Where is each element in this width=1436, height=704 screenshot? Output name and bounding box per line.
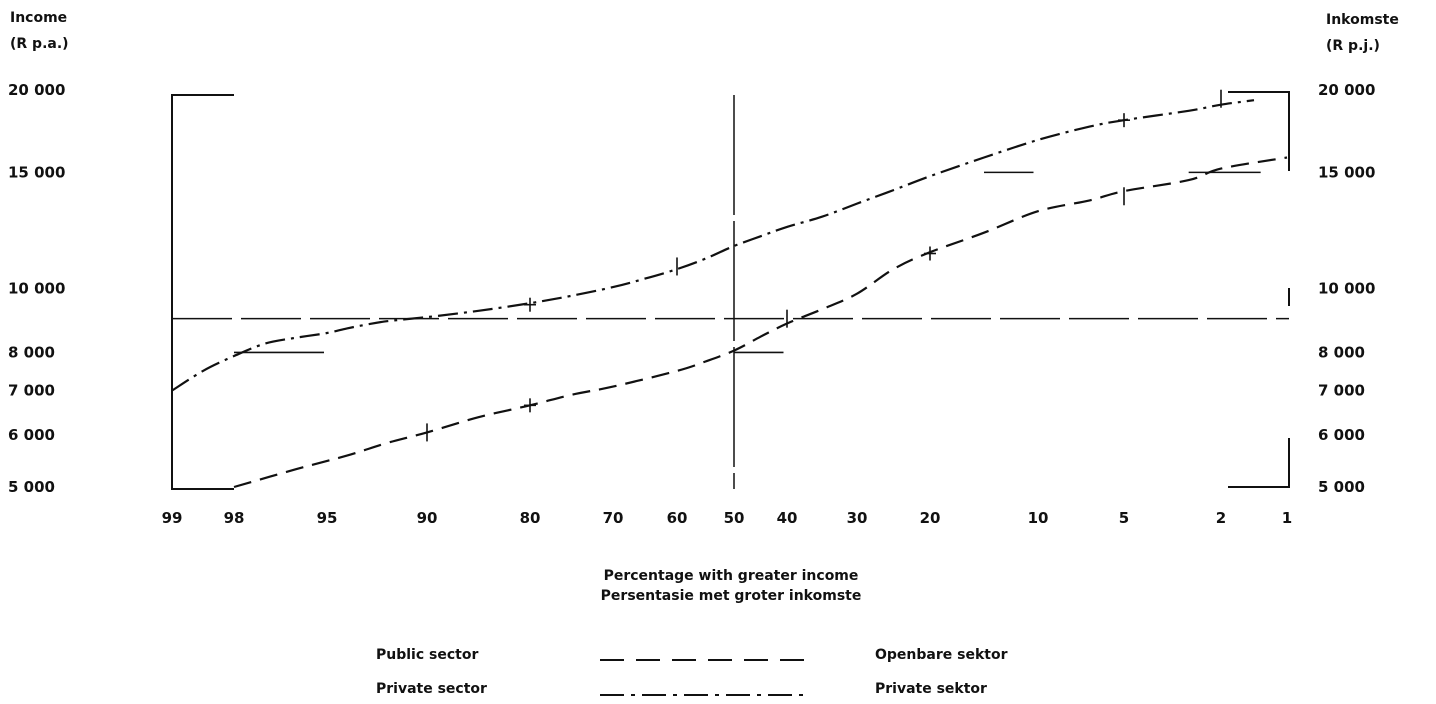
left-axis-title: Income (R p.a.) (10, 10, 69, 52)
y-tick-label-left: 6 000 (8, 426, 55, 444)
x-tick-label: 10 (1028, 509, 1049, 527)
x-tick-label: 20 (920, 509, 941, 527)
x-axis-title-line-1: Percentage with greater income (604, 568, 859, 584)
series-line-public-sector (233, 156, 1288, 489)
x-tick-label: 99 (162, 509, 183, 527)
right-axis-title: Inkomste (R p.j.) (1326, 12, 1399, 54)
left-axis-title-line-1: Income (10, 10, 67, 26)
y-tick-label-right: 10 000 (1318, 280, 1375, 298)
x-tick-label: 40 (777, 509, 798, 527)
marker-layer (234, 89, 1261, 442)
right-frame-bracket-top (1228, 91, 1290, 171)
left-y-tick-labels: 5 000 6 000 7 000 8 000 10 000 15 000 20 000 (8, 81, 65, 496)
x-tick-label: 80 (520, 509, 541, 527)
x-tick-label: 30 (847, 509, 868, 527)
legend-item-public: Public sector Openbare sektor (376, 647, 1008, 663)
y-tick-label-left: 20 000 (8, 81, 65, 99)
x-tick-label: 5 (1119, 509, 1129, 527)
x-tick-label: 70 (603, 509, 624, 527)
legend-label-public: Public sector (376, 647, 478, 663)
legend-label-public-alt: Openbare sektor (875, 647, 1008, 663)
reference-lines (172, 95, 1289, 489)
series-line-private-sector (171, 99, 1255, 392)
y-tick-label-left: 10 000 (8, 280, 65, 298)
x-tick-label: 50 (724, 509, 745, 527)
right-axis-title-line-1: Inkomste (1326, 12, 1399, 28)
left-frame-bracket (171, 94, 234, 490)
y-tick-label-left: 8 000 (8, 343, 55, 361)
y-tick-label-left: 7 000 (8, 382, 55, 400)
legend-item-private: Private sector Private sektor (376, 681, 987, 697)
y-tick-label-right: 6 000 (1318, 426, 1365, 444)
x-tick-labels: 99 98 95 90 80 70 60 50 40 30 20 10 5 2 1 (162, 509, 1293, 527)
legend-label-private: Private sector (376, 681, 487, 697)
x-tick-label: 1 (1282, 509, 1292, 527)
y-tick-label-right: 20 000 (1318, 81, 1375, 99)
x-tick-label: 2 (1216, 509, 1226, 527)
y-tick-label-right: 15 000 (1318, 163, 1375, 181)
x-axis-title-line-2: Persentasie met groter inkomste (601, 588, 862, 604)
right-y-tick-labels: 5 000 6 000 7 000 8 000 10 000 15 000 20 000 (1318, 81, 1375, 496)
x-tick-label: 98 (224, 509, 245, 527)
y-tick-label-left: 15 000 (8, 163, 65, 181)
left-axis-title-line-2: (R p.a.) (10, 36, 69, 52)
x-tick-label: 90 (417, 509, 438, 527)
plot-frame (171, 91, 1290, 490)
y-tick-label-right: 5 000 (1318, 478, 1365, 496)
y-tick-label-right: 8 000 (1318, 343, 1365, 361)
x-tick-label: 60 (667, 509, 688, 527)
right-axis-title-line-2: (R p.j.) (1326, 38, 1380, 54)
x-tick-label: 95 (317, 509, 338, 527)
y-tick-label-left: 5 000 (8, 478, 55, 496)
legend-label-private-alt: Private sektor (875, 681, 987, 697)
series-layer (171, 99, 1288, 489)
legend: Public sector Openbare sektor Private se… (376, 647, 1008, 697)
x-axis-title: Percentage with greater income Persentas… (601, 568, 862, 604)
y-tick-label-right: 7 000 (1318, 382, 1365, 400)
right-frame-bracket-bottom (1228, 438, 1290, 488)
